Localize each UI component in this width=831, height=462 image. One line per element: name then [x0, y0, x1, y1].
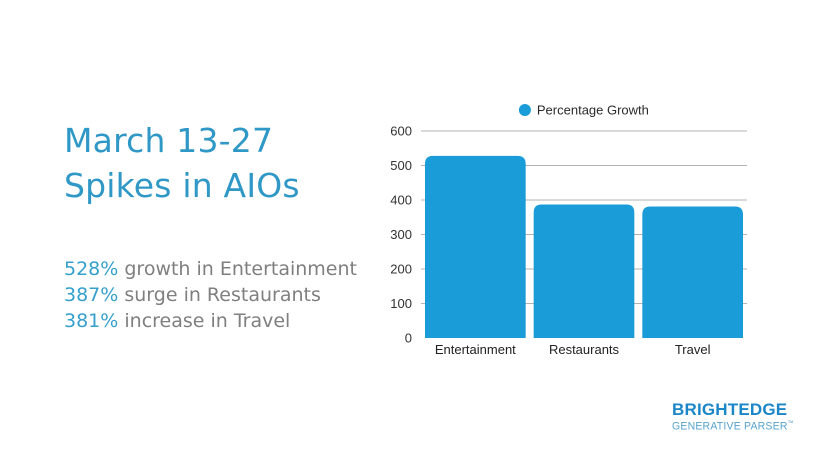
stat-label: increase in Travel	[118, 310, 291, 332]
y-axis-tick-label: 500	[390, 158, 412, 173]
y-axis-tick-label: 400	[390, 193, 412, 208]
stat-travel: 381% increase in Travel	[64, 308, 357, 334]
brightedge-logo: BRIGHTEDGE GENERATIVE PARSER™	[672, 401, 794, 432]
stat-value: 528%	[64, 258, 119, 280]
bar-chart-svg: 0 100 200 300 400 500 600 Entertainment Restaura…	[390, 103, 747, 357]
y-axis-tick-label: 600	[390, 124, 412, 139]
page-title: March 13-27 Spikes in AIOs	[64, 118, 300, 208]
logo-wordmark: BRIGHTEDGE	[672, 400, 788, 419]
logo-subtitle: GENERATIVE PARSER™	[672, 419, 794, 433]
stat-label: surge in Restaurants	[118, 284, 321, 306]
y-axis-tick-label: 0	[405, 331, 412, 346]
trademark-symbol: ™	[787, 421, 794, 428]
stat-label: growth in Entertainment	[118, 258, 357, 280]
x-axis-category-label: Restaurants	[549, 342, 620, 357]
bar-chart: 0 100 200 300 400 500 600 Entertainment Restaura…	[380, 90, 765, 365]
title-line-1: March 13-27	[64, 121, 274, 160]
x-axis-category-label: Entertainment	[435, 342, 516, 357]
legend-marker-icon	[518, 104, 531, 116]
title-line-2: Spikes in AIOs	[64, 166, 300, 205]
stat-restaurants: 387% surge in Restaurants	[64, 282, 357, 308]
stat-value: 381%	[64, 310, 119, 332]
y-axis-tick-label: 100	[390, 296, 412, 311]
stat-entertainment: 528% growth in Entertainment	[64, 256, 357, 282]
bar-restaurants	[533, 204, 635, 338]
y-axis-tick-label: 200	[390, 262, 412, 277]
y-axis-tick-label: 300	[390, 227, 412, 242]
x-axis-category-label: Travel	[675, 342, 711, 357]
bar-travel	[642, 206, 743, 338]
stats-list: 528% growth in Entertainment 387% surge …	[64, 256, 357, 334]
stat-value: 387%	[64, 284, 119, 306]
legend-label: Percentage Growth	[537, 103, 649, 118]
bar-entertainment	[425, 155, 526, 338]
